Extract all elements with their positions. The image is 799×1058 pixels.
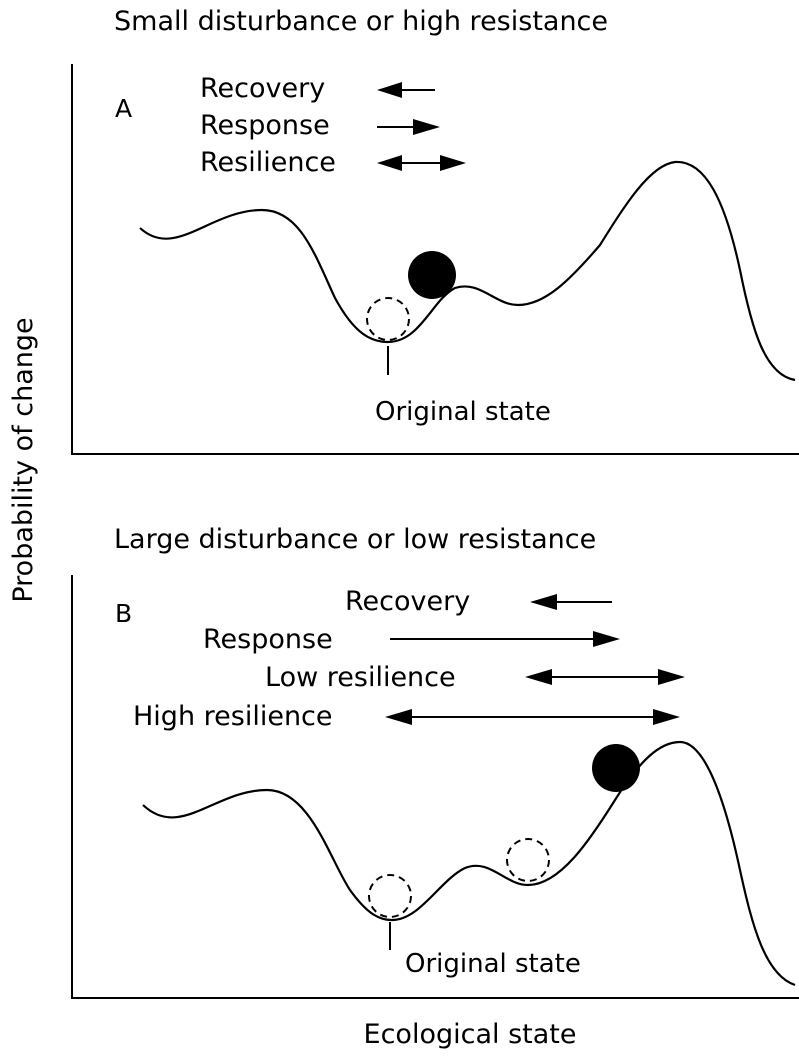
panel-b-low-resilience-label: Low resilience [265,662,456,693]
panel-b-title: Large disturbance or low resistance [114,524,596,555]
panel-b-recovery-arrow [530,594,612,610]
panel-b-ghost-ball-original [368,874,412,918]
panel-b-response-label: Response [203,624,333,655]
panel-a-response-label: Response [200,110,330,141]
panel-a-recovery-arrow [377,82,435,98]
y-axis-label: Probability of change [8,317,39,602]
panel-a-title: Small disturbance or high resistance [114,6,608,37]
panel-a-state-label: Original state [375,397,551,427]
panel-a: Small disturbance or high resistance A R… [71,6,799,455]
panel-b-high-resilience-arrow [385,709,680,725]
panel-b-ghost-ball-alternate [506,838,550,882]
panel-a-landscape-curve [139,160,796,382]
panel-a-resilience-label: Resilience [200,147,336,178]
panel-b-landscape-curve [142,740,796,987]
panel-b-response-arrow [390,631,620,647]
panel-a-ghost-ball [366,297,410,341]
x-axis-label: Ecological state [364,1019,577,1050]
panel-b-letter: B [115,599,132,628]
panel-a-response-arrow [377,119,440,135]
panel-a-letter: A [115,94,132,123]
panel-b-state-label: Original state [405,949,581,979]
panel-a-ball [408,251,456,299]
panel-b-ball [592,744,640,792]
panel-b-high-resilience-label: High resilience [133,701,333,732]
panel-b: Large disturbance or low resistance B Re… [71,524,799,999]
panel-a-resilience-arrow [377,155,466,171]
panel-a-axes [71,64,799,455]
panel-b-recovery-label: Recovery [345,586,470,617]
panel-a-recovery-label: Recovery [200,73,325,104]
panel-b-axes [71,575,799,999]
panel-b-low-resilience-arrow [525,669,685,685]
